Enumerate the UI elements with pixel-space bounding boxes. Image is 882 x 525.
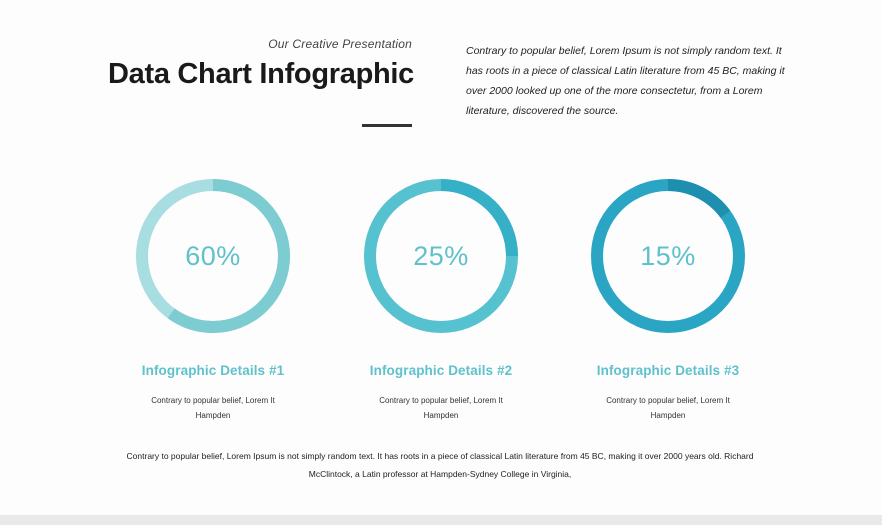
donut-3-svg [591,179,745,333]
donut-chart-row: 60% 25% 15% [0,170,882,350]
page-title: Data Chart Infographic [108,58,414,90]
donut-1-value-label: 60% [185,240,241,271]
donut-1-svg [136,179,290,333]
donut-3-value-label: 15% [640,240,696,271]
donut-2-value-label: 25% [413,240,469,271]
donut-3-value-arc [591,179,745,333]
bottom-band [0,515,882,525]
donut-chart-3: 15% [590,178,746,334]
intro-paragraph: Contrary to popular belief, Lorem Ipsum … [466,45,785,117]
donut-chart-2: 25% [363,178,519,334]
donut-1-value-arc [136,179,290,333]
subtitle: Our Creative Presentation [268,37,412,51]
title-underline [362,124,412,127]
detail-text-3: Contrary to popular belief, Lorem It Ham… [606,396,730,420]
detail-title-3: Infographic Details #3 [596,363,740,378]
detail-text-1: Contrary to popular belief, Lorem It Ham… [151,396,275,420]
donut-chart-1: 60% [135,178,291,334]
detail-title-2: Infographic Details #2 [369,363,513,378]
detail-title-1: Infographic Details #1 [141,363,285,378]
footer-paragraph: Contrary to popular belief, Lorem Ipsum … [126,451,754,479]
detail-text-2: Contrary to popular belief, Lorem It Ham… [379,396,503,420]
donut-2-svg [364,179,518,333]
donut-2-value-arc [364,179,518,333]
